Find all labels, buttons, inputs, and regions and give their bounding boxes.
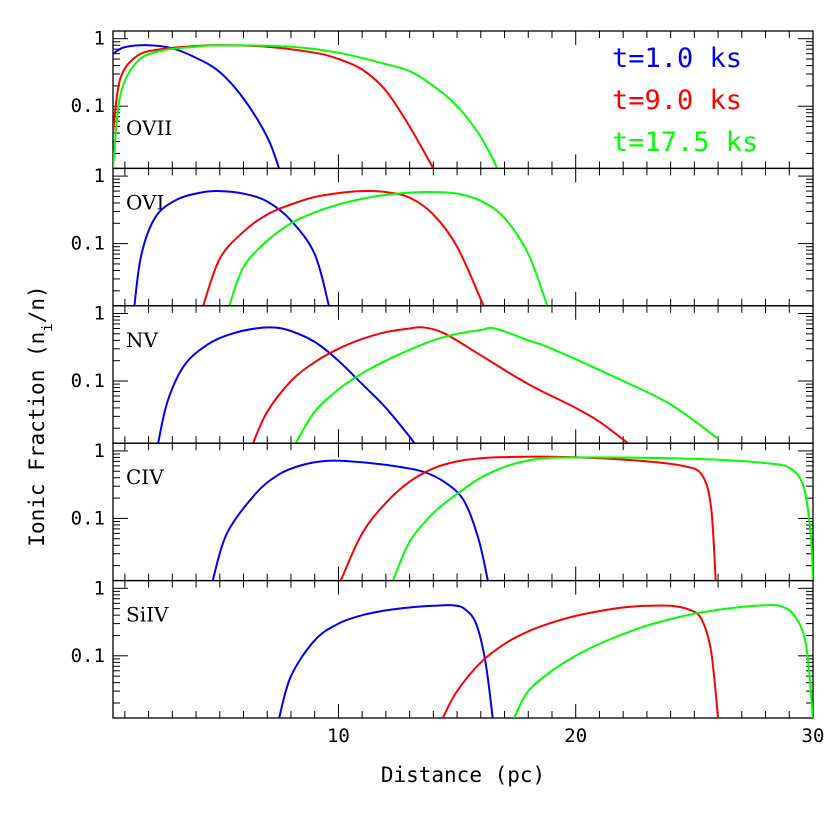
ion-label: CIV <box>126 465 164 489</box>
ion-label: SiIV <box>126 603 169 627</box>
y-tick-label: 1 <box>94 165 105 187</box>
legend-entry: t=17.5 ks <box>612 127 758 158</box>
ion-label: NV <box>126 328 159 352</box>
y-tick-label: 0.1 <box>71 645 105 667</box>
panel-frame <box>112 305 814 444</box>
y-tick-label: 1 <box>94 577 105 599</box>
y-axis-title: Ionic Fraction (ni/n) <box>25 285 56 546</box>
ion-label: OVI <box>126 190 164 214</box>
ion-label: OVII <box>126 116 172 140</box>
y-tick-label: 0.1 <box>71 95 105 117</box>
series-line-siiv-1.0ks <box>278 604 494 718</box>
x-tick-label: 20 <box>564 725 587 747</box>
series-line-ovi-17.5ks <box>228 191 549 306</box>
series-line-nv-9.0ks <box>252 326 629 444</box>
y-tick-label: 0.1 <box>71 233 105 255</box>
series-line-ovii-17.5ks <box>113 44 499 169</box>
series-line-ovi-9.0ks <box>202 190 485 306</box>
series-line-siiv-9.0ks <box>441 604 720 718</box>
series-line-civ-17.5ks <box>392 456 813 581</box>
y-tick-label: 1 <box>94 302 105 324</box>
x-tick-label: 30 <box>802 725 825 747</box>
x-axis: 10 20 30 <box>327 725 824 747</box>
legend-entry: t=9.0 ks <box>612 85 742 116</box>
y-tick-label: 0.1 <box>71 370 105 392</box>
series-line-ovi-1.0ks <box>133 190 330 306</box>
series-line-nv-1.0ks <box>157 326 416 444</box>
panel-nv: 1 0.1 NV <box>71 302 814 444</box>
panel-frame <box>112 579 814 719</box>
x-tick-label: 10 <box>327 725 350 747</box>
panel-civ: 1 0.1 CIV <box>71 440 814 582</box>
y-tick-label: 0.1 <box>71 507 105 529</box>
panel-frame <box>112 167 814 307</box>
legend: t=1.0 ks t=9.0 ks t=17.5 ks <box>612 43 758 158</box>
y-tick-label: 1 <box>94 440 105 462</box>
series-line-civ-1.0ks <box>211 459 489 581</box>
y-tick-label: 1 <box>94 28 105 50</box>
series-line-nv-17.5ks <box>294 326 719 444</box>
legend-entry: t=1.0 ks <box>612 43 742 74</box>
series-line-siiv-17.5ks <box>513 603 813 718</box>
panels-layer: 1 0.1 OVII 1 0.1 OVI 1 0.1 NV 1 0.1 CIV 1 0.1 SiIV <box>71 28 814 719</box>
panel-siiv: 1 0.1 SiIV <box>71 577 814 719</box>
series-line-civ-9.0ks <box>339 455 717 581</box>
x-axis-title: Distance (pc) <box>381 763 545 787</box>
series-line-ovii-1.0ks <box>113 44 281 169</box>
panel-ovi: 1 0.1 OVI <box>71 165 814 307</box>
